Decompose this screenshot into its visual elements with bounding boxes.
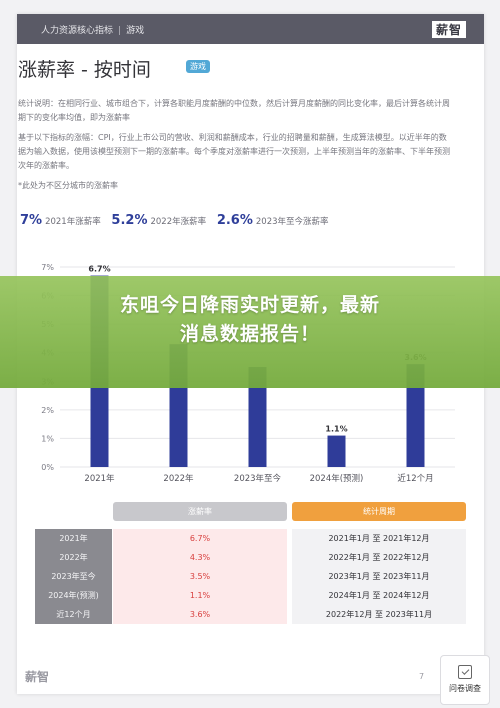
row-label: 2024年(预测) xyxy=(35,586,112,605)
x-tick-label: 2024年(预测) xyxy=(310,473,364,484)
table-header-period: 统计周期 xyxy=(292,502,466,521)
row-period: 2021年1月 至 2021年12月 xyxy=(292,529,466,548)
row-period: 2022年12月 至 2023年11月 xyxy=(292,605,466,624)
y-tick-label: 7% xyxy=(41,263,54,272)
y-tick-label: 2% xyxy=(41,406,54,415)
row-rate: 4.3% xyxy=(113,548,287,567)
metric-value: 2.6% xyxy=(216,213,253,228)
headline-banner[interactable]: 东咀今日降雨实时更新，最新 消息数据报告！ xyxy=(0,276,500,388)
row-rate: 6.7% xyxy=(113,529,287,548)
metric-value: 5.2% xyxy=(111,213,148,228)
metrics-summary: 7% 2021年涨薪率 5.2% 2022年涨薪率 2.6% 2023年至今涨薪率 xyxy=(20,213,337,228)
table-row: 2023年至今 3.5% 2023年1月 至 2023年11月 xyxy=(35,567,466,586)
metric-value: 7% xyxy=(20,213,43,228)
description-note: *此处为不区分城市的涨薪率 xyxy=(18,181,118,190)
description-paragraph: 统计说明：在相同行业、城市组合下，计算各职能月度薪酬的中位数，然后计算月度薪酬的… xyxy=(18,99,450,122)
y-tick-label: 0% xyxy=(41,463,54,472)
survey-label: 问卷调查 xyxy=(449,684,481,693)
row-period: 2024年1月 至 2024年12月 xyxy=(292,586,466,605)
x-tick-label: 2023年至今 xyxy=(234,473,282,484)
metric-label: 2021年涨薪率 xyxy=(45,217,101,227)
row-period: 2023年1月 至 2023年11月 xyxy=(292,567,466,586)
bar-data-label: 1.1% xyxy=(325,425,347,434)
chart-bar xyxy=(327,435,346,467)
breadcrumb: 人力资源核心指标 | 游戏 xyxy=(41,23,144,36)
x-tick-label: 近12个月 xyxy=(397,473,433,484)
chart-bar xyxy=(406,364,425,467)
headline-line: 东咀今日降雨实时更新，最新 xyxy=(119,294,380,316)
footer-logo: 薪智 xyxy=(25,670,50,684)
category-badge: 游戏 xyxy=(186,60,210,73)
chart-bar xyxy=(248,367,267,467)
bar-data-label: 6.7% xyxy=(88,265,110,274)
y-tick-label: 1% xyxy=(41,434,54,443)
headline-line: 消息数据报告！ xyxy=(179,323,320,345)
row-label: 近12个月 xyxy=(35,605,112,624)
table-row: 2024年(预测) 1.1% 2024年1月 至 2024年12月 xyxy=(35,586,466,605)
row-rate: 3.5% xyxy=(113,567,287,586)
x-tick-label: 2022年 xyxy=(163,473,194,484)
table-row: 近12个月 3.6% 2022年12月 至 2023年11月 xyxy=(35,605,466,624)
page-number: 7 xyxy=(419,672,425,681)
breadcrumb-separator: | xyxy=(118,26,122,36)
page-title: 涨薪率 - 按时间 xyxy=(18,59,151,81)
row-label: 2021年 xyxy=(35,529,112,548)
brand-logo: 薪智 xyxy=(431,21,466,38)
row-period: 2022年1月 至 2022年12月 xyxy=(292,548,466,567)
row-rate: 1.1% xyxy=(113,586,287,605)
description-paragraph: 基于以下指标的涨幅：CPI，行业上市公司的营收、利润和薪酬成本，行业的招聘量和薪… xyxy=(18,133,450,170)
survey-button[interactable]: 问卷调查 xyxy=(440,655,490,705)
table-row: 2021年 6.7% 2021年1月 至 2021年12月 xyxy=(35,529,466,548)
row-label: 2022年 xyxy=(35,548,112,567)
table-row: 2022年 4.3% 2022年1月 至 2022年12月 xyxy=(35,548,466,567)
table-header-rate: 涨薪率 xyxy=(113,502,287,521)
top-bar: 人力资源核心指标 | 游戏 薪智 xyxy=(17,14,484,44)
metric-label: 2023年至今涨薪率 xyxy=(255,217,329,227)
row-label: 2023年至今 xyxy=(35,567,112,586)
checkbox-icon xyxy=(458,665,472,679)
breadcrumb-page[interactable]: 游戏 xyxy=(126,26,145,36)
x-tick-label: 2021年 xyxy=(84,473,115,484)
breadcrumb-section[interactable]: 人力资源核心指标 xyxy=(41,26,114,36)
metric-label: 2022年涨薪率 xyxy=(150,217,207,227)
row-rate: 3.6% xyxy=(113,605,287,624)
